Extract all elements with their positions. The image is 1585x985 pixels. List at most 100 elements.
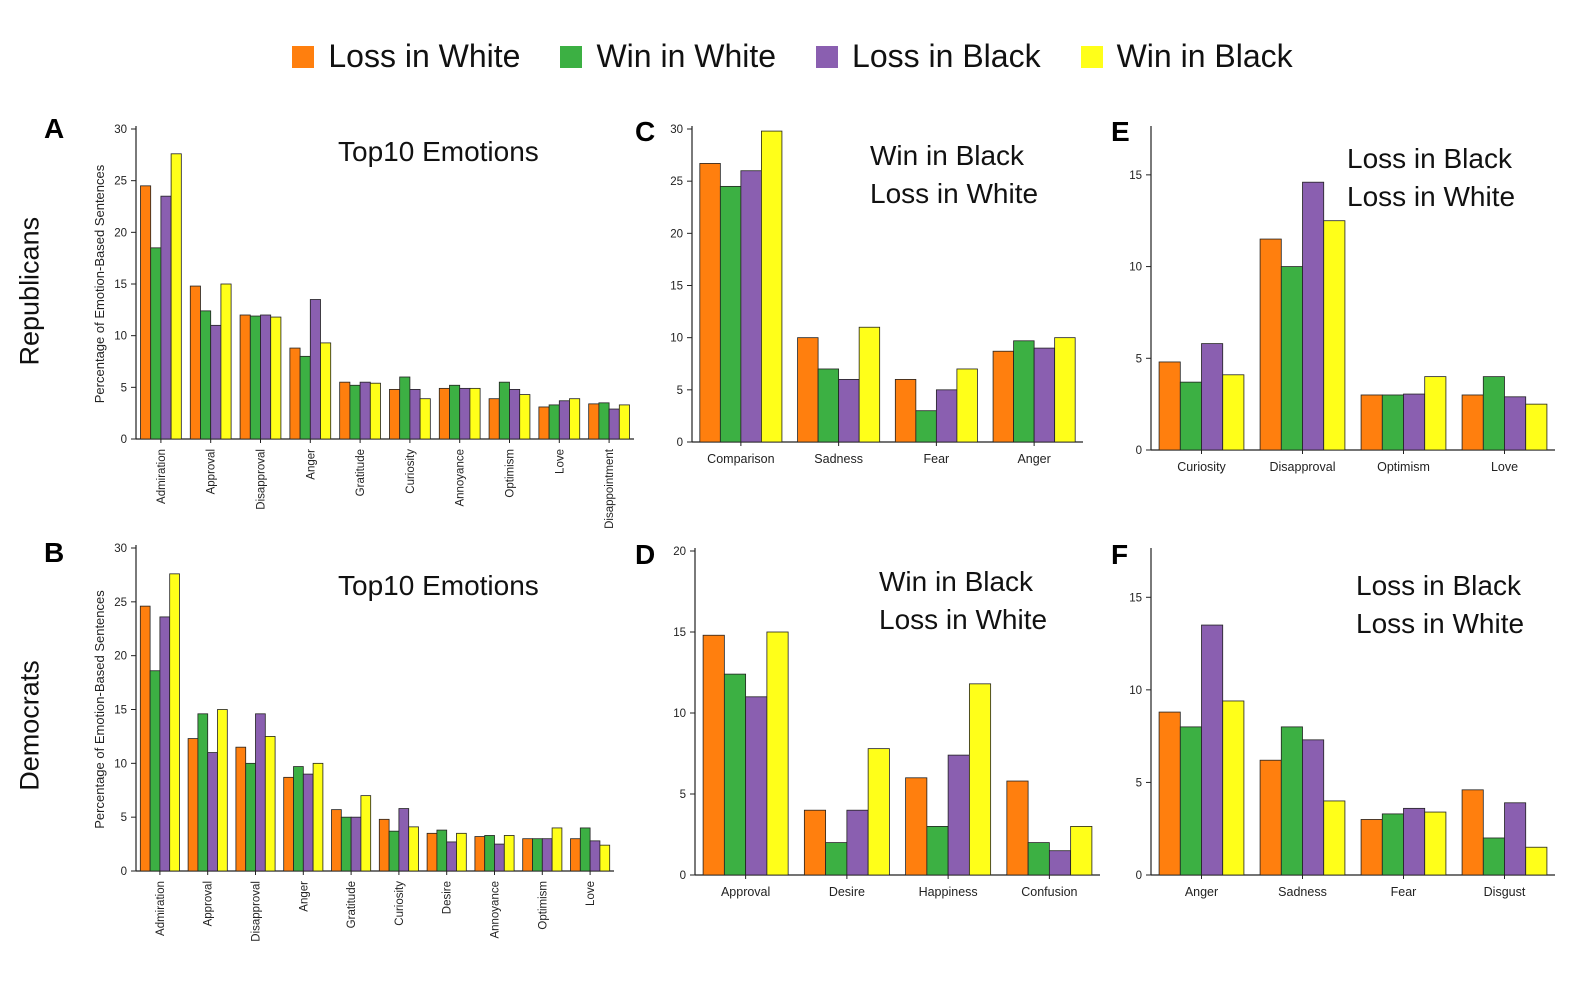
bar [270,316,282,440]
bar [235,746,247,872]
bar [1360,819,1383,876]
bar [588,403,600,440]
bar [312,762,324,872]
bar [1482,837,1505,876]
legend-label: Loss in White [328,38,521,74]
x-tick-label: Disapproval [256,449,268,510]
bar [1280,266,1303,451]
legend-swatch [1080,45,1103,68]
bar [1381,813,1404,876]
x-tick-label: Curiosity [405,449,417,494]
y-tick-label: 30 [114,124,127,136]
bar [293,766,304,872]
bar [1403,393,1426,451]
legend-item: Loss in Black [816,38,1041,75]
x-tick-label: Gratitude [355,449,367,496]
bar [541,838,553,872]
bar [1403,807,1426,876]
bar [264,736,276,872]
x-tick-label: Fear [924,452,950,466]
bar [1027,842,1050,876]
bar [761,130,783,443]
panel-title-line: Top10 Emotions [338,570,539,601]
x-tick-label: Desire [829,885,865,899]
bar [1302,181,1325,451]
bar [599,844,611,872]
panel-title-line: Win in Black [879,566,1034,597]
panel-title-line: Loss in White [1347,181,1516,212]
bar [340,816,352,872]
bar [1323,220,1346,451]
bar [220,283,232,440]
y-tick-label: 20 [670,228,683,240]
bar [302,773,314,872]
y-tick-label: 15 [673,627,686,639]
bar [519,394,531,440]
bar [509,388,521,440]
bar [858,326,881,443]
x-tick-label: Curiosity [1177,460,1226,474]
x-tick-label: Love [1491,460,1518,474]
bar [1424,376,1447,451]
bar [309,299,321,440]
bar [702,634,725,876]
x-tick-label: Curiosity [394,881,406,926]
x-tick-label: Disapproval [1269,460,1335,474]
y-tick-label: 25 [670,176,683,188]
y-tick-label: 0 [1136,870,1142,882]
bar [699,163,721,443]
bar [399,376,411,440]
bar [1013,340,1035,443]
bar [139,605,151,872]
bar [260,314,272,440]
legend: Loss in White Win in White Loss in Black Wi… [0,38,1585,75]
x-tick-label: Love [554,449,566,474]
bar [1360,394,1383,451]
bar [968,683,992,876]
panel-title-line: Loss in Black [1347,143,1512,174]
bar [378,818,390,872]
bar [488,398,500,440]
y-tick-label: 10 [114,758,127,770]
panel-letter: C [635,116,656,147]
x-tick-label: Annoyance [455,449,467,507]
bar [408,826,419,872]
bar [1158,711,1181,876]
y-tick-label: 20 [114,651,127,663]
bar [558,400,570,440]
panel-D: 0 5 10 15 20 Approval Desire Happiness Confusion [673,546,1100,899]
legend-swatch [560,45,583,68]
bar [803,809,827,876]
bar [846,809,869,876]
bar [150,247,162,440]
panel-letter: F [1111,539,1129,570]
panel-title-line: Loss in White [1356,608,1525,639]
bar [538,406,550,440]
legend-label: Loss in Black [852,38,1041,74]
y-tick-label: 10 [1129,685,1142,697]
x-tick-label: Fear [1391,885,1417,899]
bar [409,388,421,440]
x-tick-label: Approval [721,885,770,899]
bar [289,347,301,440]
bar [618,404,630,440]
x-tick-label: Anger [305,449,317,480]
x-tick-label: Love [585,881,597,906]
bar [1054,337,1076,443]
y-tick-label: 0 [121,866,127,878]
bar [456,832,467,872]
y-tick-label: 15 [1129,170,1142,182]
y-tick-label: 5 [1136,353,1142,365]
panel-B: 0 5 10 15 20 25 30 Percentage of Emotion-Based … [92,543,614,942]
panel-letter: B [44,537,65,568]
bar [359,381,371,440]
bar [239,314,251,440]
bar [446,841,457,872]
bar [283,776,294,872]
y-tick-label: 15 [1129,592,1142,604]
bar [459,387,471,440]
bar [1158,361,1181,451]
bar [1424,811,1447,876]
bar [740,170,762,443]
x-tick-label: Sadness [1278,885,1327,899]
